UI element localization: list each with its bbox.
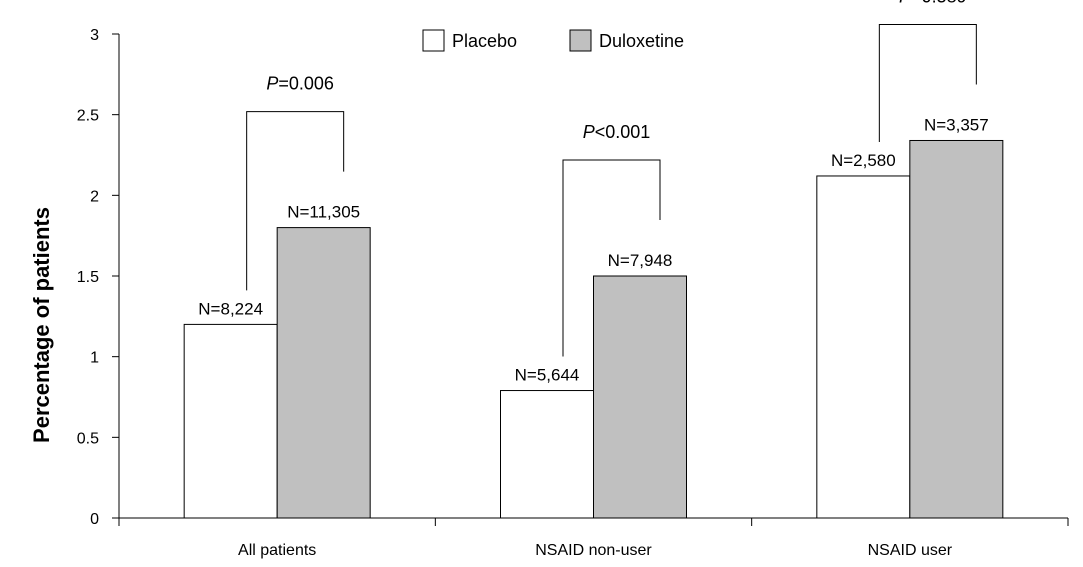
legend: Placebo Duloxetine bbox=[422, 29, 684, 52]
y-axis: 0 0.5 1 1.5 2 2.5 3 bbox=[77, 27, 120, 528]
legend-label: Placebo bbox=[452, 31, 517, 51]
y-tick-label: 1 bbox=[90, 350, 99, 367]
y-tick-label: 2 bbox=[90, 188, 99, 205]
bar-data-label: N=8,224 bbox=[198, 299, 263, 318]
x-category-label: NSAID user bbox=[868, 542, 953, 559]
y-axis-label: Percentage of patients bbox=[29, 207, 54, 443]
bar-placebo bbox=[816, 175, 911, 519]
y-tick-label: 2.5 bbox=[77, 108, 99, 125]
significance-bracket bbox=[562, 159, 661, 357]
bar-data-label: N=3,357 bbox=[924, 115, 989, 134]
bar-duloxetine bbox=[909, 139, 1004, 519]
bar-data-label: N=11,305 bbox=[287, 203, 360, 222]
significance-bracket bbox=[878, 23, 977, 142]
significance-bracket bbox=[246, 111, 345, 291]
x-category-label: NSAID non-user bbox=[535, 542, 652, 559]
p-value-label: P<0.001 bbox=[583, 122, 651, 142]
legend-label: Duloxetine bbox=[599, 31, 684, 51]
y-tick-label: 3 bbox=[90, 27, 99, 44]
bar-duloxetine bbox=[276, 227, 371, 519]
bar-placebo bbox=[500, 390, 594, 519]
y-tick-label: 0.5 bbox=[77, 430, 99, 447]
x-axis: All patients NSAID non-user NSAID user bbox=[118, 517, 1069, 559]
bar-data-label: N=2,580 bbox=[831, 151, 896, 170]
y-tick-label: 1.5 bbox=[77, 269, 99, 286]
bar-data-label: N=7,948 bbox=[608, 251, 673, 270]
y-tick-label: 0 bbox=[90, 511, 99, 528]
bars: N=8,224 N=11,305 N=5,644 N=7,948 N=2,580 N=3,… bbox=[183, 115, 1004, 519]
bar-duloxetine bbox=[593, 275, 687, 519]
p-value-label: P=0.006 bbox=[266, 74, 334, 94]
bar-data-label: N=5,644 bbox=[515, 366, 580, 385]
bar-placebo bbox=[183, 323, 278, 519]
significance-brackets: P=0.006 P<0.001 P=0.589 bbox=[246, 0, 977, 357]
legend-swatch-duloxetine bbox=[569, 29, 592, 52]
legend-swatch-placebo bbox=[422, 29, 445, 52]
p-value-label: P=0.589 bbox=[899, 0, 967, 6]
x-category-label: All patients bbox=[238, 542, 316, 559]
